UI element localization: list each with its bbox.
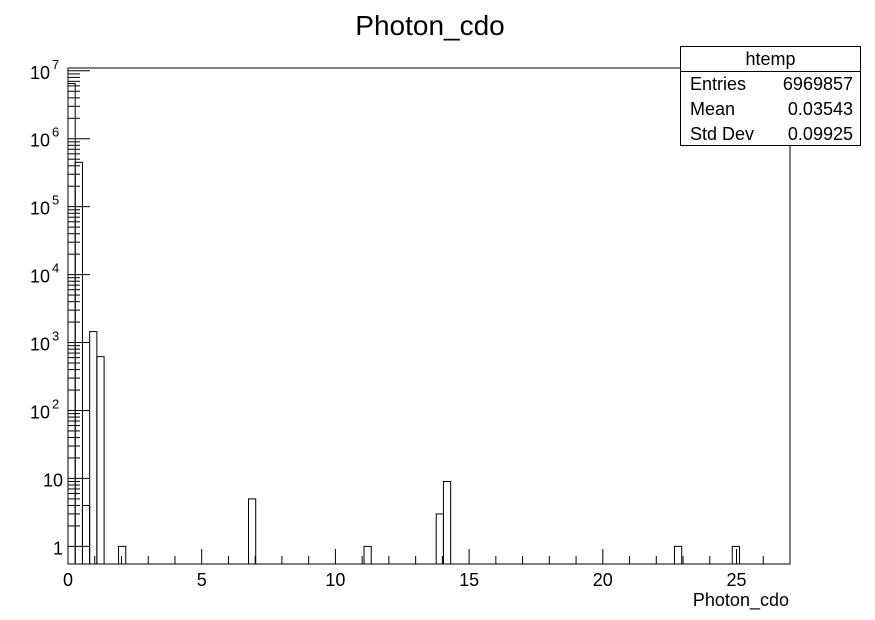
y-tick-exponent: 2 <box>52 396 59 411</box>
x-tick-label: 15 <box>459 570 479 590</box>
x-tick-label: 0 <box>63 570 73 590</box>
stddev-label: Std Dev <box>690 124 755 144</box>
histogram-bin-4 <box>96 356 105 565</box>
histogram-bin-5 <box>118 545 127 565</box>
x-tick-label: 5 <box>197 570 207 590</box>
y-tick-label: 10 <box>30 63 50 83</box>
x-axis-label: Photon_cdo <box>693 590 789 611</box>
y-tick-exponent: 3 <box>52 329 59 344</box>
entries-value: 6969857 <box>782 74 853 94</box>
y-tick-label: 10 <box>30 199 50 219</box>
histogram-bars <box>67 83 740 565</box>
stddev-value: 0.09925 <box>787 124 853 144</box>
mean-label: Mean <box>690 99 736 119</box>
entries-label: Entries <box>690 74 747 94</box>
y-tick-exponent: 6 <box>52 125 59 140</box>
x-axis-ticks: 0 5 10 15 20 25 <box>63 549 791 590</box>
y-tick-label: 10 <box>30 131 50 151</box>
y-tick-label: 10 <box>30 402 50 422</box>
y-tick-exponent: 4 <box>52 261 59 276</box>
y-tick-label: 10 <box>30 267 50 287</box>
histogram-bin-0 <box>67 83 76 565</box>
stats-row-mean: Mean 0.03543 <box>681 97 860 122</box>
window-top-strip <box>0 0 875 6</box>
stats-title: htemp <box>681 47 860 72</box>
x-tick-label: 25 <box>727 570 747 590</box>
histogram-bin-10 <box>673 545 683 565</box>
y-tick-label: 10 <box>30 335 50 355</box>
x-tick-label: 10 <box>325 570 345 590</box>
histogram-bin-11 <box>731 545 740 565</box>
stats-box: htemp Entries 6969857 Mean 0.03543 Std D… <box>680 46 861 146</box>
stats-row-entries: Entries 6969857 <box>681 72 860 97</box>
histogram-bin-6 <box>248 498 257 565</box>
histogram-bin-9 <box>442 481 452 565</box>
chart-title: Photon_cdo <box>355 10 505 41</box>
stats-row-stddev: Std Dev 0.09925 <box>681 122 860 147</box>
histogram-bin-3 <box>89 331 98 565</box>
y-tick-exponent: 7 <box>52 57 59 72</box>
histogram-bin-7 <box>363 545 372 565</box>
histogram-bin-2 <box>81 504 91 565</box>
mean-value: 0.03543 <box>787 99 853 119</box>
y-tick-exponent: 5 <box>52 193 59 208</box>
y-tick-label: 1 <box>53 538 63 558</box>
y-tick-label: 10 <box>43 470 63 490</box>
x-tick-label: 20 <box>593 570 613 590</box>
